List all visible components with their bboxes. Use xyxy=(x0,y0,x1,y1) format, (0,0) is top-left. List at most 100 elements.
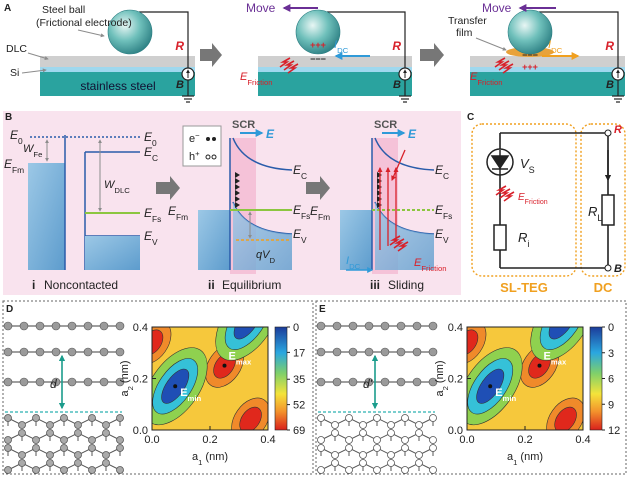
label: RL xyxy=(588,204,602,223)
arrow xyxy=(475,37,507,51)
atom xyxy=(429,414,437,422)
atom xyxy=(380,347,390,357)
label: R xyxy=(392,39,401,53)
atom xyxy=(428,377,438,387)
atom xyxy=(348,377,358,387)
dlc-layer xyxy=(258,56,412,67)
label: Noncontacted xyxy=(44,278,118,292)
label: SCR xyxy=(232,119,255,131)
y-axis-label: a2 (nm) xyxy=(119,360,135,396)
label: IDC xyxy=(346,255,361,271)
colorbar xyxy=(589,326,603,431)
atom xyxy=(74,429,82,437)
internal-resistor xyxy=(493,224,507,251)
index: V xyxy=(301,235,307,245)
atom xyxy=(359,459,367,467)
y-tick-label: 0.0 xyxy=(133,425,148,437)
unit: (nm) xyxy=(119,360,131,386)
atom xyxy=(18,459,26,467)
atom xyxy=(116,436,124,444)
label: EFm xyxy=(310,204,330,222)
trap-state xyxy=(235,172,240,178)
atom xyxy=(412,347,422,357)
atom xyxy=(51,321,61,331)
label: −−− xyxy=(522,50,538,60)
steel-substrate xyxy=(40,72,195,96)
symbol: E xyxy=(144,206,153,220)
si-layer xyxy=(258,67,412,72)
symbol: E xyxy=(435,227,444,241)
lightning xyxy=(494,57,506,68)
atom xyxy=(99,377,109,387)
lightning xyxy=(279,57,291,68)
symbol: E xyxy=(229,351,236,363)
index: − xyxy=(195,131,200,140)
atom xyxy=(415,421,423,429)
atom xyxy=(115,321,125,331)
label: EFs xyxy=(435,203,452,221)
atom xyxy=(60,444,68,452)
label: EFs xyxy=(293,203,310,221)
label: A xyxy=(4,3,11,14)
steel-ball xyxy=(107,9,153,55)
lightning xyxy=(287,63,299,74)
index: Fs xyxy=(152,214,161,224)
atom xyxy=(116,444,124,452)
atom xyxy=(3,321,13,331)
x-tick-label: 0.4 xyxy=(260,434,275,446)
dlc-layer xyxy=(470,56,625,67)
atom xyxy=(412,321,422,331)
label: EV xyxy=(293,227,307,245)
atom xyxy=(317,414,325,422)
atom xyxy=(46,459,54,467)
label: DC xyxy=(594,280,613,295)
panel-frame xyxy=(2,300,314,475)
atom xyxy=(18,429,26,437)
label: R xyxy=(614,124,622,136)
atom xyxy=(364,321,374,331)
index: Friction xyxy=(525,199,548,206)
symbol: E xyxy=(293,203,302,217)
lightning xyxy=(389,235,401,246)
lightning xyxy=(503,191,515,202)
lightning xyxy=(495,185,507,196)
atom xyxy=(359,451,367,459)
symbol: E xyxy=(435,163,444,177)
symbol: W xyxy=(104,179,116,191)
y-tick-label: 0.2 xyxy=(448,374,463,386)
atom xyxy=(345,436,353,444)
atom xyxy=(35,377,45,387)
label: d xyxy=(50,377,57,391)
node xyxy=(604,264,612,272)
index: C xyxy=(152,153,158,163)
atom xyxy=(429,436,437,444)
colorbar-tick-label: 17 xyxy=(293,347,305,359)
atom xyxy=(35,321,45,331)
atom xyxy=(4,414,12,422)
symbol: R xyxy=(588,204,597,219)
label: SL-TEG xyxy=(500,280,548,295)
atom xyxy=(88,414,96,422)
atom xyxy=(332,347,342,357)
atom xyxy=(83,377,93,387)
index: 2 xyxy=(126,386,135,390)
trap-state xyxy=(235,184,240,190)
colorbar-tick-label: 52 xyxy=(293,400,305,412)
dlc-layer xyxy=(40,56,195,67)
y-tick-label: 0.4 xyxy=(133,322,148,334)
label: WFe xyxy=(23,143,42,159)
atom xyxy=(387,459,395,467)
symbol: E xyxy=(293,227,302,241)
label: EC xyxy=(144,145,158,163)
atom xyxy=(401,414,409,422)
symbol: E xyxy=(4,157,13,171)
x-tick-label: 0.4 xyxy=(575,434,590,446)
colorbar-tick-label: 35 xyxy=(293,374,305,386)
atom xyxy=(380,321,390,331)
index: i xyxy=(527,239,529,249)
atom xyxy=(415,429,423,437)
electron-dot xyxy=(212,137,216,141)
atom xyxy=(316,347,326,357)
max-point xyxy=(537,363,542,368)
atom xyxy=(60,436,68,444)
